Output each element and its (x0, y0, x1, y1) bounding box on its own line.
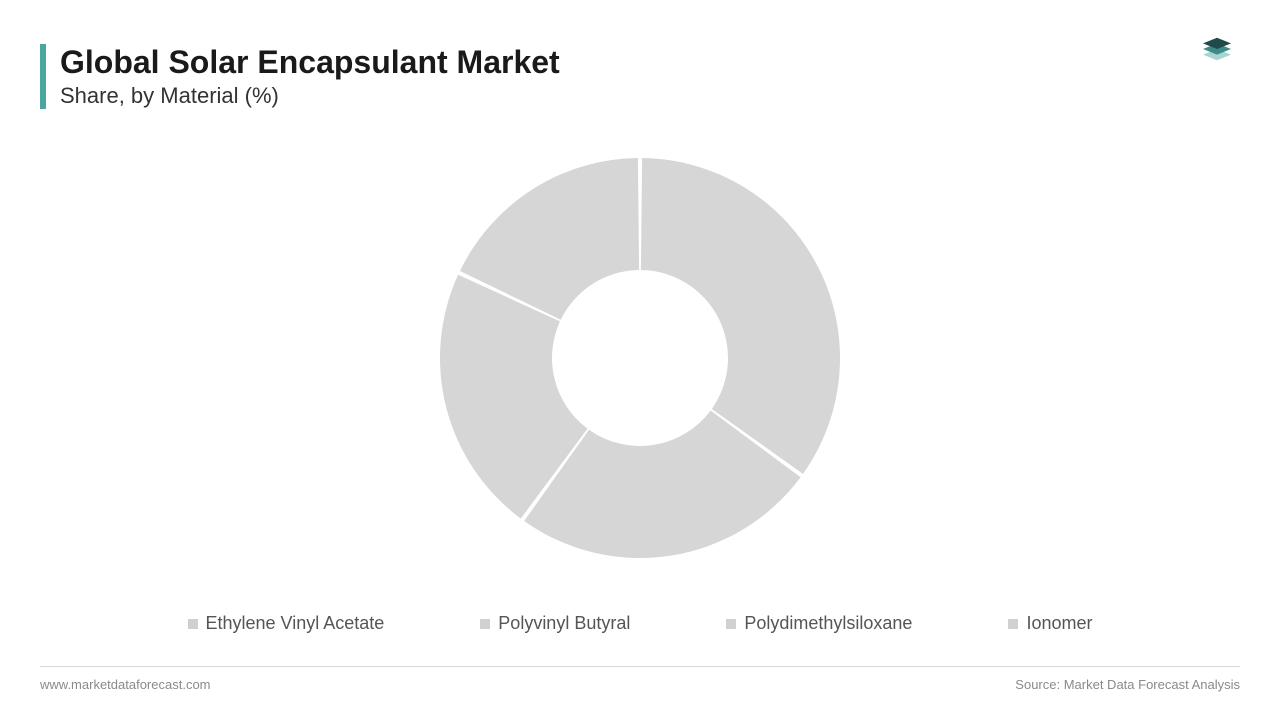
legend-swatch-icon (188, 619, 198, 629)
footer: www.marketdataforecast.com Source: Marke… (40, 666, 1240, 692)
legend-label: Ethylene Vinyl Acetate (206, 613, 385, 634)
legend-swatch-icon (1008, 619, 1018, 629)
legend-item: Polydimethylsiloxane (726, 613, 912, 634)
legend-item: Polyvinyl Butyral (480, 613, 630, 634)
legend-label: Polyvinyl Butyral (498, 613, 630, 634)
title-block: Global Solar Encapsulant Market Share, b… (60, 44, 560, 109)
legend-swatch-icon (480, 619, 490, 629)
legend-swatch-icon (726, 619, 736, 629)
legend-item: Ionomer (1008, 613, 1092, 634)
chart-legend: Ethylene Vinyl Acetate Polyvinyl Butyral P… (0, 613, 1280, 634)
legend-label: Ionomer (1026, 613, 1092, 634)
footer-source: Source: Market Data Forecast Analysis (1015, 677, 1240, 692)
page-title: Global Solar Encapsulant Market (60, 44, 560, 81)
brand-logo-icon (1196, 28, 1238, 70)
donut-segment (641, 158, 840, 474)
donut-chart (440, 158, 840, 563)
page-subtitle: Share, by Material (%) (60, 83, 560, 109)
legend-label: Polydimethylsiloxane (744, 613, 912, 634)
accent-bar (40, 44, 46, 109)
footer-url: www.marketdataforecast.com (40, 677, 211, 692)
header: Global Solar Encapsulant Market Share, b… (40, 44, 560, 109)
legend-item: Ethylene Vinyl Acetate (188, 613, 385, 634)
